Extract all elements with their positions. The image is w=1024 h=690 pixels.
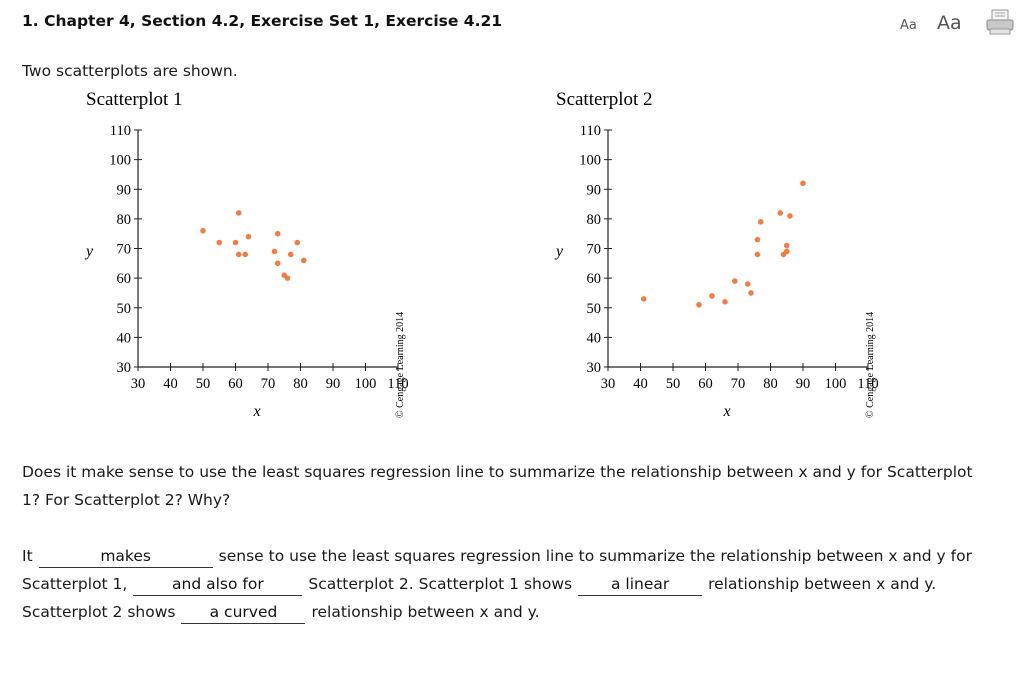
data-point [744,281,751,287]
x-tick-label: 40 [633,376,648,392]
data-point [757,219,764,225]
chart-axes: 30 40 50 60 70 80 90 100 110 30 40 50 60 70 80 90 100 110 [109,123,408,392]
y-tick-label: 50 [117,301,132,317]
intro-text: Two scatterplots are shown. [22,62,238,80]
question-text: Does it make sense to use the least squa… [22,463,973,509]
font-size-large-button[interactable]: Aa [937,12,962,34]
answer-dropdown-4[interactable]: a curved [181,601,306,624]
data-point [777,210,784,216]
x-tick-label: 60 [698,376,713,392]
y-tick-label: 70 [587,242,602,258]
x-tick-label: 50 [196,376,211,392]
y-tick-label: 60 [117,271,132,287]
data-point [722,299,728,305]
data-point [232,239,239,246]
y-axis-label: y [84,243,94,260]
x-tick-label: 50 [666,376,681,392]
x-tick-label: 100 [825,376,847,392]
chart-title: Scatterplot 2 [556,89,653,110]
data-point [783,242,790,249]
y-tick-label: 90 [117,182,132,198]
x-tick-label: 30 [131,376,146,392]
x-tick-label: 70 [261,376,276,392]
x-tick-label: 70 [731,376,746,392]
answer-dropdown-3[interactable]: a linear [578,573,703,596]
data-point [294,239,301,246]
data-point [242,251,249,258]
x-tick-label: 90 [796,376,811,392]
y-tick-label: 30 [587,360,602,376]
answer-dropdown-2[interactable]: and also for [133,573,303,596]
data-point [235,210,242,216]
y-tick-label: 40 [117,330,132,346]
data-point [235,251,242,258]
data-point [787,213,793,219]
data-point [216,239,223,246]
x-axis-label: x [722,403,730,420]
answer-text: It [22,547,33,565]
data-point [709,293,715,299]
copyright-credit: © Cengage Learning 2014 [865,312,876,418]
x-tick-label: 80 [763,376,778,392]
answer-paragraph: It makes sense to use the least squares re… [22,542,1012,626]
data-point [783,248,790,255]
copyright-credit: © Cengage Learning 2014 [395,312,406,418]
scatterplot-2: Scatterplot 2 30 40 50 60 70 80 90 100 110 30 40 50… [550,80,890,429]
data-point [271,248,278,255]
chart-title: Scatterplot 1 [86,89,183,110]
data-point [200,227,206,234]
x-tick-label: 30 [601,376,616,392]
data-point [731,278,738,284]
answer-text: Scatterplot 2. Scatterplot 1 shows [308,575,573,593]
x-axis-label: x [252,403,260,420]
exercise-title: 1. Chapter 4, Section 4.2, Exercise Set … [22,12,503,30]
y-tick-label: 100 [109,153,131,169]
x-tick-label: 110 [387,376,408,392]
data-point [287,251,294,258]
data-point [640,296,647,302]
answer-text: sense to use the least squares regressio… [22,547,972,593]
data-point [754,251,761,258]
y-tick-label: 50 [587,301,602,317]
y-tick-label: 110 [110,123,131,139]
x-tick-label: 90 [326,376,341,392]
scatterplot-1: Scatterplot 1 30 40 50 60 70 80 90 100 110 30 40 50… [80,80,420,429]
data-point [274,230,281,237]
data-point [274,260,281,267]
y-tick-label: 80 [117,212,132,228]
y-tick-label: 40 [587,330,602,346]
answer-text: relationship between x and y. Scatterplo… [22,575,937,621]
y-tick-label: 90 [587,182,602,198]
y-tick-label: 80 [587,212,602,228]
font-size-small-button[interactable]: Aa [900,18,917,33]
data-point [800,180,806,187]
y-axis-label: y [554,243,564,260]
data-point [748,290,754,296]
x-tick-label: 80 [293,376,308,392]
y-tick-label: 100 [579,153,601,169]
x-tick-label: 40 [163,376,178,392]
answer-text: relationship between x and y. [311,603,540,621]
print-icon[interactable] [985,9,1015,39]
data-point [754,236,761,243]
y-tick-label: 110 [580,123,601,139]
answer-dropdown-1[interactable]: makes [38,545,213,568]
data-point [696,301,702,308]
y-tick-label: 70 [117,242,132,258]
x-tick-label: 110 [857,376,878,392]
chart-axes: 30 40 50 60 70 80 90 100 110 30 40 50 60 70 80 90 100 110 [579,123,878,392]
data-point [300,257,307,264]
y-tick-label: 30 [117,360,132,376]
data-point [245,233,252,240]
y-tick-label: 60 [587,271,602,287]
x-tick-label: 60 [228,376,243,392]
x-tick-label: 100 [355,376,377,392]
data-point [284,275,291,281]
